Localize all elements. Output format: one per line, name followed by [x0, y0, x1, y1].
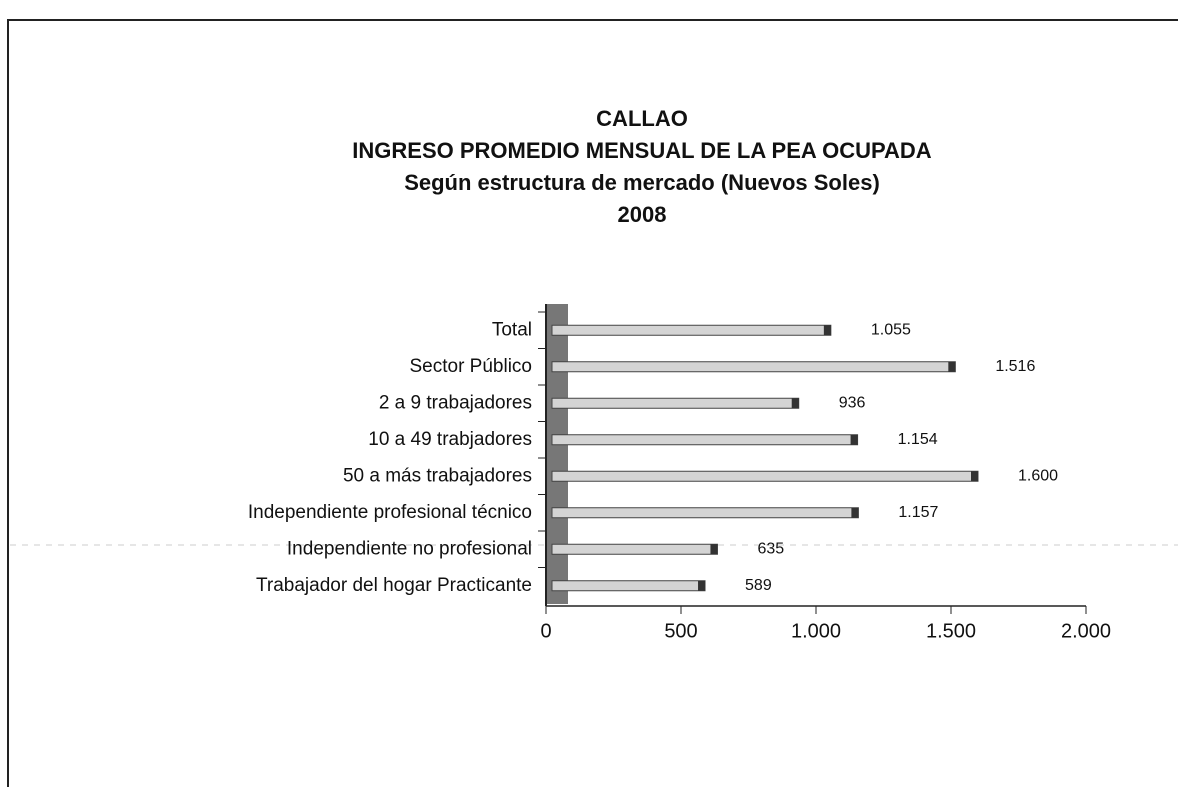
bar-cap — [698, 580, 706, 591]
chart-title: INGRESO PROMEDIO MENSUAL DE LA PEA OCUPA… — [352, 138, 931, 163]
bar — [551, 507, 859, 519]
value-label: 1.516 — [995, 358, 1035, 375]
bar-cap — [948, 361, 956, 372]
y-tick-label: Trabajador del hogar Practicante — [256, 575, 532, 596]
y-tick-label: Independiente no profesional — [287, 538, 532, 559]
bar — [551, 470, 979, 482]
y-tick-label: 50 a más trabajadores — [343, 465, 532, 486]
y-tick-label: Sector Público — [409, 356, 532, 377]
x-tick-label: 2.000 — [1061, 620, 1111, 642]
frame — [7, 19, 1178, 787]
bar-cap — [851, 507, 859, 518]
bar-cap — [823, 325, 831, 336]
y-tick-label: 10 a 49 trabjadores — [368, 429, 532, 450]
bar-cap — [971, 471, 978, 482]
bar-cap — [850, 434, 858, 445]
bar — [551, 543, 718, 555]
bar — [551, 434, 859, 446]
value-label: 1.600 — [1018, 467, 1058, 484]
value-label: 1.055 — [871, 321, 911, 338]
x-tick-label: 1.000 — [791, 620, 841, 642]
axis-wall — [546, 304, 568, 604]
chart-title: Según estructura de mercado (Nuevos Sole… — [404, 170, 880, 195]
value-label: 1.157 — [898, 504, 938, 521]
y-tick-label: 2 a 9 trabajadores — [379, 392, 532, 413]
value-label: 1.154 — [898, 431, 938, 448]
bar — [551, 361, 956, 373]
value-label: 936 — [839, 394, 866, 411]
bar-cap — [710, 544, 718, 555]
y-tick-label: Independiente profesional técnico — [248, 502, 532, 523]
bar — [551, 397, 800, 409]
chart-title: CALLAO — [596, 106, 688, 131]
x-tick-label: 1.500 — [926, 620, 976, 642]
value-label: 635 — [757, 540, 784, 557]
x-tick-label: 0 — [540, 620, 551, 642]
bar — [551, 324, 832, 336]
bar — [551, 580, 706, 592]
x-tick-label: 500 — [664, 620, 697, 642]
value-label: 589 — [745, 577, 772, 594]
bar-cap — [791, 398, 799, 409]
chart-title: 2008 — [618, 202, 667, 227]
y-tick-label: Total — [492, 319, 532, 340]
